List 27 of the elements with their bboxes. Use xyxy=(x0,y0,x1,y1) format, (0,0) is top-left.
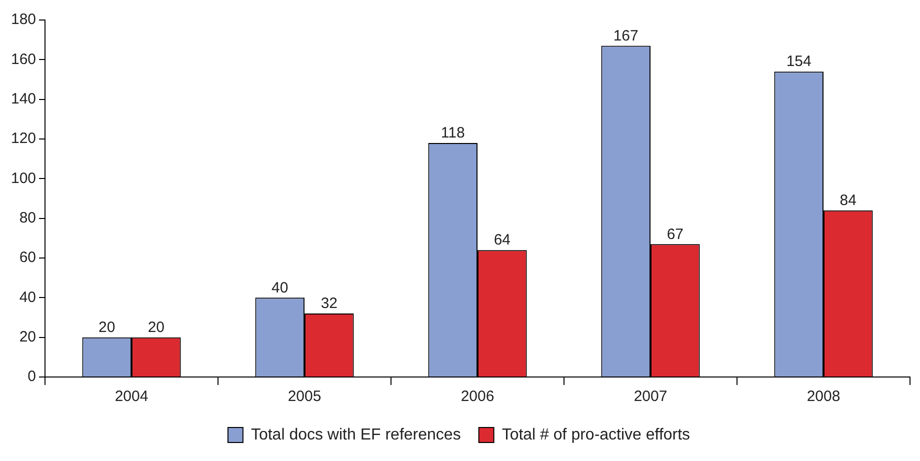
x-tick-label: 2005 xyxy=(288,388,322,406)
y-tick-label: 160 xyxy=(10,50,36,68)
legend-label: Total # of pro-active efforts xyxy=(502,426,690,444)
y-tick-label: 40 xyxy=(19,288,36,306)
data-label: 118 xyxy=(440,124,465,142)
y-tick-label: 100 xyxy=(10,170,36,187)
data-label: 20 xyxy=(98,318,116,336)
y-tick-label: 140 xyxy=(10,90,36,108)
data-label: 40 xyxy=(272,279,288,296)
data-label: 167 xyxy=(613,27,638,44)
data-label: 67 xyxy=(666,226,684,243)
x-tick-label: 2008 xyxy=(806,388,840,406)
x-tick-label: 2007 xyxy=(634,388,668,406)
y-tick-label: 20 xyxy=(19,328,36,346)
y-tick-label: 60 xyxy=(19,249,36,266)
data-label: 32 xyxy=(320,295,338,312)
y-tick-label: 0 xyxy=(28,368,36,386)
data-label: 64 xyxy=(494,232,511,249)
y-tick-label: 120 xyxy=(10,130,36,148)
data-label: 154 xyxy=(786,53,812,70)
y-tick-label: 180 xyxy=(10,11,36,28)
legend-label: Total docs with EF references xyxy=(250,426,461,444)
data-label: 84 xyxy=(840,192,856,210)
x-tick-label: 2004 xyxy=(114,388,148,406)
x-tick-label: 2006 xyxy=(460,388,494,406)
y-tick-label: 80 xyxy=(19,209,36,226)
data-label: 20 xyxy=(148,318,165,336)
